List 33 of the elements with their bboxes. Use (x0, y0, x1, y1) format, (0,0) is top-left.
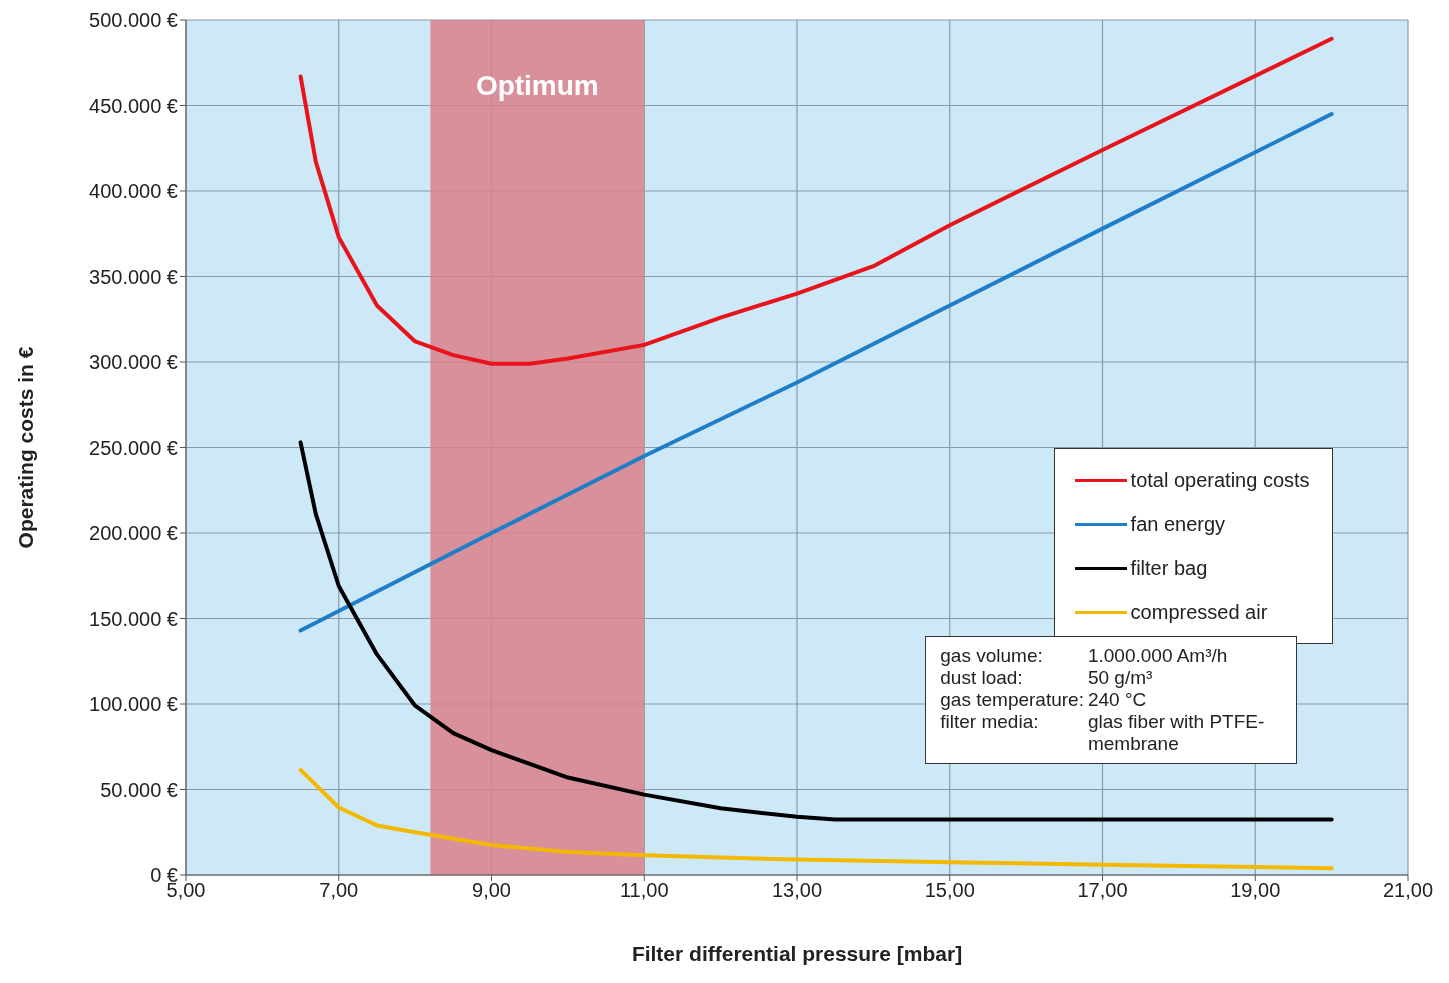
line-series (298, 36, 1334, 366)
y-tick-label: 50.000 € (100, 778, 178, 801)
band-label: Optimum (475, 69, 599, 101)
x-axis-title: Filter differential pressure [mbar] (631, 942, 963, 965)
y-tick-label: 300.000 € (89, 351, 178, 374)
x-tick-label: 9,00 (472, 879, 511, 902)
line-series (298, 767, 1334, 871)
y-tick-label: 350.000 € (89, 265, 178, 288)
text: filter media: glas fiber with PTFE-membrane (940, 710, 1265, 754)
y-tick-label: 250.000 € (89, 436, 178, 459)
x-tick-label: 19,00 (1230, 879, 1281, 902)
x-tick-label: 7,00 (319, 879, 359, 902)
x-tick-label: 17,00 (1077, 879, 1128, 902)
y-tick-label: 500.000 € (89, 9, 178, 32)
y-tick-label: 100.000 € (89, 693, 178, 716)
text: gas volume: 1.000.000 Am³/h (940, 644, 1228, 666)
x-tick-label: 15,00 (924, 879, 975, 902)
legend-label: total operating costs (1130, 469, 1310, 492)
line-series (298, 440, 1334, 822)
x-tick-label: 11,00 (619, 879, 669, 902)
legend-label: fan energy (1130, 513, 1226, 536)
x-tick-label: 13,00 (771, 879, 823, 902)
legend-label: compressed air (1130, 601, 1268, 624)
text: dust load: 50 g/m³ (940, 666, 1153, 688)
y-tick-label: 200.000 € (89, 522, 178, 545)
y-axis-title: Operating costs in € (14, 346, 38, 549)
annotation: gas temperature: 240 °C (940, 688, 1148, 711)
y-tick-label: 400.000 € (89, 180, 178, 203)
y-tick-label: 450.000 € (89, 94, 178, 117)
line-series (298, 112, 1334, 633)
y-tick-label: 150.000 € (89, 607, 178, 630)
x-tick-label: 21,00 (1382, 879, 1434, 902)
legend-label: filter bag (1130, 557, 1208, 580)
